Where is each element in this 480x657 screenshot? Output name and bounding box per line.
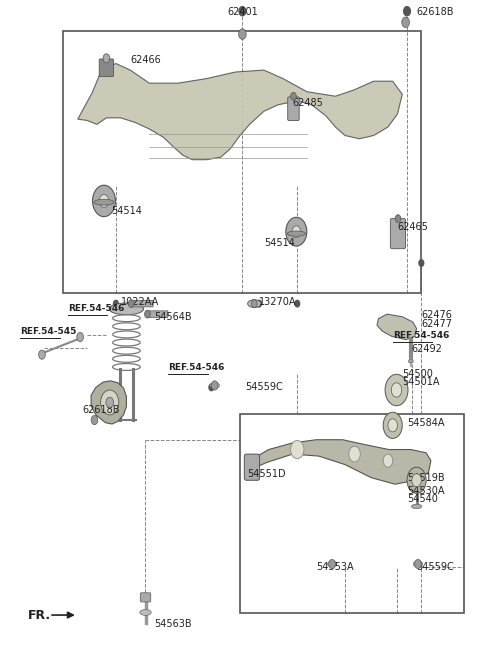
Circle shape: [395, 215, 401, 223]
Circle shape: [99, 194, 109, 208]
FancyBboxPatch shape: [132, 300, 153, 307]
Circle shape: [257, 300, 262, 307]
Circle shape: [388, 419, 397, 432]
Circle shape: [239, 7, 246, 16]
Text: 62618B: 62618B: [417, 7, 454, 17]
Ellipse shape: [109, 303, 144, 315]
Text: 54553A: 54553A: [316, 562, 354, 572]
Text: 62618B: 62618B: [83, 405, 120, 415]
FancyBboxPatch shape: [390, 219, 406, 249]
Circle shape: [404, 7, 410, 16]
Text: 1022AA: 1022AA: [120, 298, 159, 307]
Text: 62476: 62476: [421, 310, 452, 321]
Ellipse shape: [287, 231, 305, 237]
Ellipse shape: [411, 504, 422, 509]
Circle shape: [292, 226, 300, 238]
Circle shape: [128, 300, 134, 307]
FancyBboxPatch shape: [140, 593, 151, 602]
Circle shape: [209, 384, 214, 391]
Text: 62401: 62401: [228, 7, 258, 17]
Ellipse shape: [248, 300, 261, 307]
Text: 54564B: 54564B: [154, 311, 192, 322]
Polygon shape: [250, 440, 431, 484]
Text: 54530A: 54530A: [407, 486, 444, 496]
Circle shape: [329, 560, 336, 568]
Circle shape: [38, 350, 45, 359]
Text: 54584A: 54584A: [407, 419, 444, 428]
Circle shape: [290, 93, 296, 100]
Ellipse shape: [327, 561, 337, 567]
Circle shape: [286, 217, 307, 246]
Ellipse shape: [210, 382, 219, 388]
Circle shape: [77, 332, 84, 342]
Circle shape: [419, 260, 424, 266]
Ellipse shape: [140, 610, 151, 616]
FancyBboxPatch shape: [288, 97, 299, 120]
Circle shape: [106, 397, 114, 407]
FancyBboxPatch shape: [148, 311, 168, 317]
Circle shape: [415, 560, 421, 568]
Text: 54559C: 54559C: [245, 382, 283, 392]
Circle shape: [211, 381, 218, 390]
Text: 54540: 54540: [407, 494, 438, 505]
Ellipse shape: [413, 561, 423, 567]
Text: REF.54-546: REF.54-546: [168, 363, 225, 373]
Text: 54500: 54500: [402, 369, 433, 379]
Text: 54559C: 54559C: [417, 562, 455, 572]
Circle shape: [91, 415, 98, 424]
Circle shape: [402, 17, 409, 28]
Text: 13270A: 13270A: [259, 298, 297, 307]
Text: 54501A: 54501A: [402, 377, 440, 387]
Bar: [240, 413, 464, 613]
Circle shape: [101, 390, 119, 415]
Text: 54514: 54514: [111, 206, 142, 215]
Circle shape: [385, 374, 408, 406]
Text: 54551D: 54551D: [247, 469, 286, 480]
Text: FR.: FR.: [28, 608, 51, 622]
Circle shape: [114, 300, 118, 307]
Circle shape: [93, 185, 116, 217]
Text: 54514: 54514: [264, 238, 295, 248]
Polygon shape: [91, 381, 126, 424]
Text: 62477: 62477: [421, 319, 452, 329]
Text: 62485: 62485: [292, 98, 324, 108]
Ellipse shape: [408, 359, 413, 363]
Circle shape: [103, 54, 110, 63]
Circle shape: [412, 474, 421, 487]
Polygon shape: [78, 64, 402, 160]
Polygon shape: [377, 314, 417, 340]
Text: REF.54-546: REF.54-546: [393, 330, 449, 340]
FancyBboxPatch shape: [99, 59, 114, 77]
Circle shape: [290, 440, 304, 459]
Circle shape: [295, 300, 300, 307]
Circle shape: [239, 29, 246, 39]
Text: 54519B: 54519B: [407, 472, 444, 483]
Text: 62492: 62492: [412, 344, 443, 354]
Bar: [63, 31, 421, 292]
Circle shape: [349, 446, 360, 462]
Circle shape: [391, 383, 402, 397]
Text: 62466: 62466: [130, 55, 161, 65]
Circle shape: [407, 467, 426, 493]
Circle shape: [144, 310, 150, 318]
Text: REF.54-545: REF.54-545: [21, 327, 77, 336]
Ellipse shape: [94, 199, 114, 205]
Circle shape: [252, 300, 257, 307]
Text: 62465: 62465: [397, 222, 428, 232]
Text: REF.54-546: REF.54-546: [68, 304, 125, 313]
Text: 54563B: 54563B: [154, 619, 192, 629]
Circle shape: [383, 412, 402, 438]
FancyBboxPatch shape: [244, 454, 260, 480]
Circle shape: [383, 454, 393, 467]
